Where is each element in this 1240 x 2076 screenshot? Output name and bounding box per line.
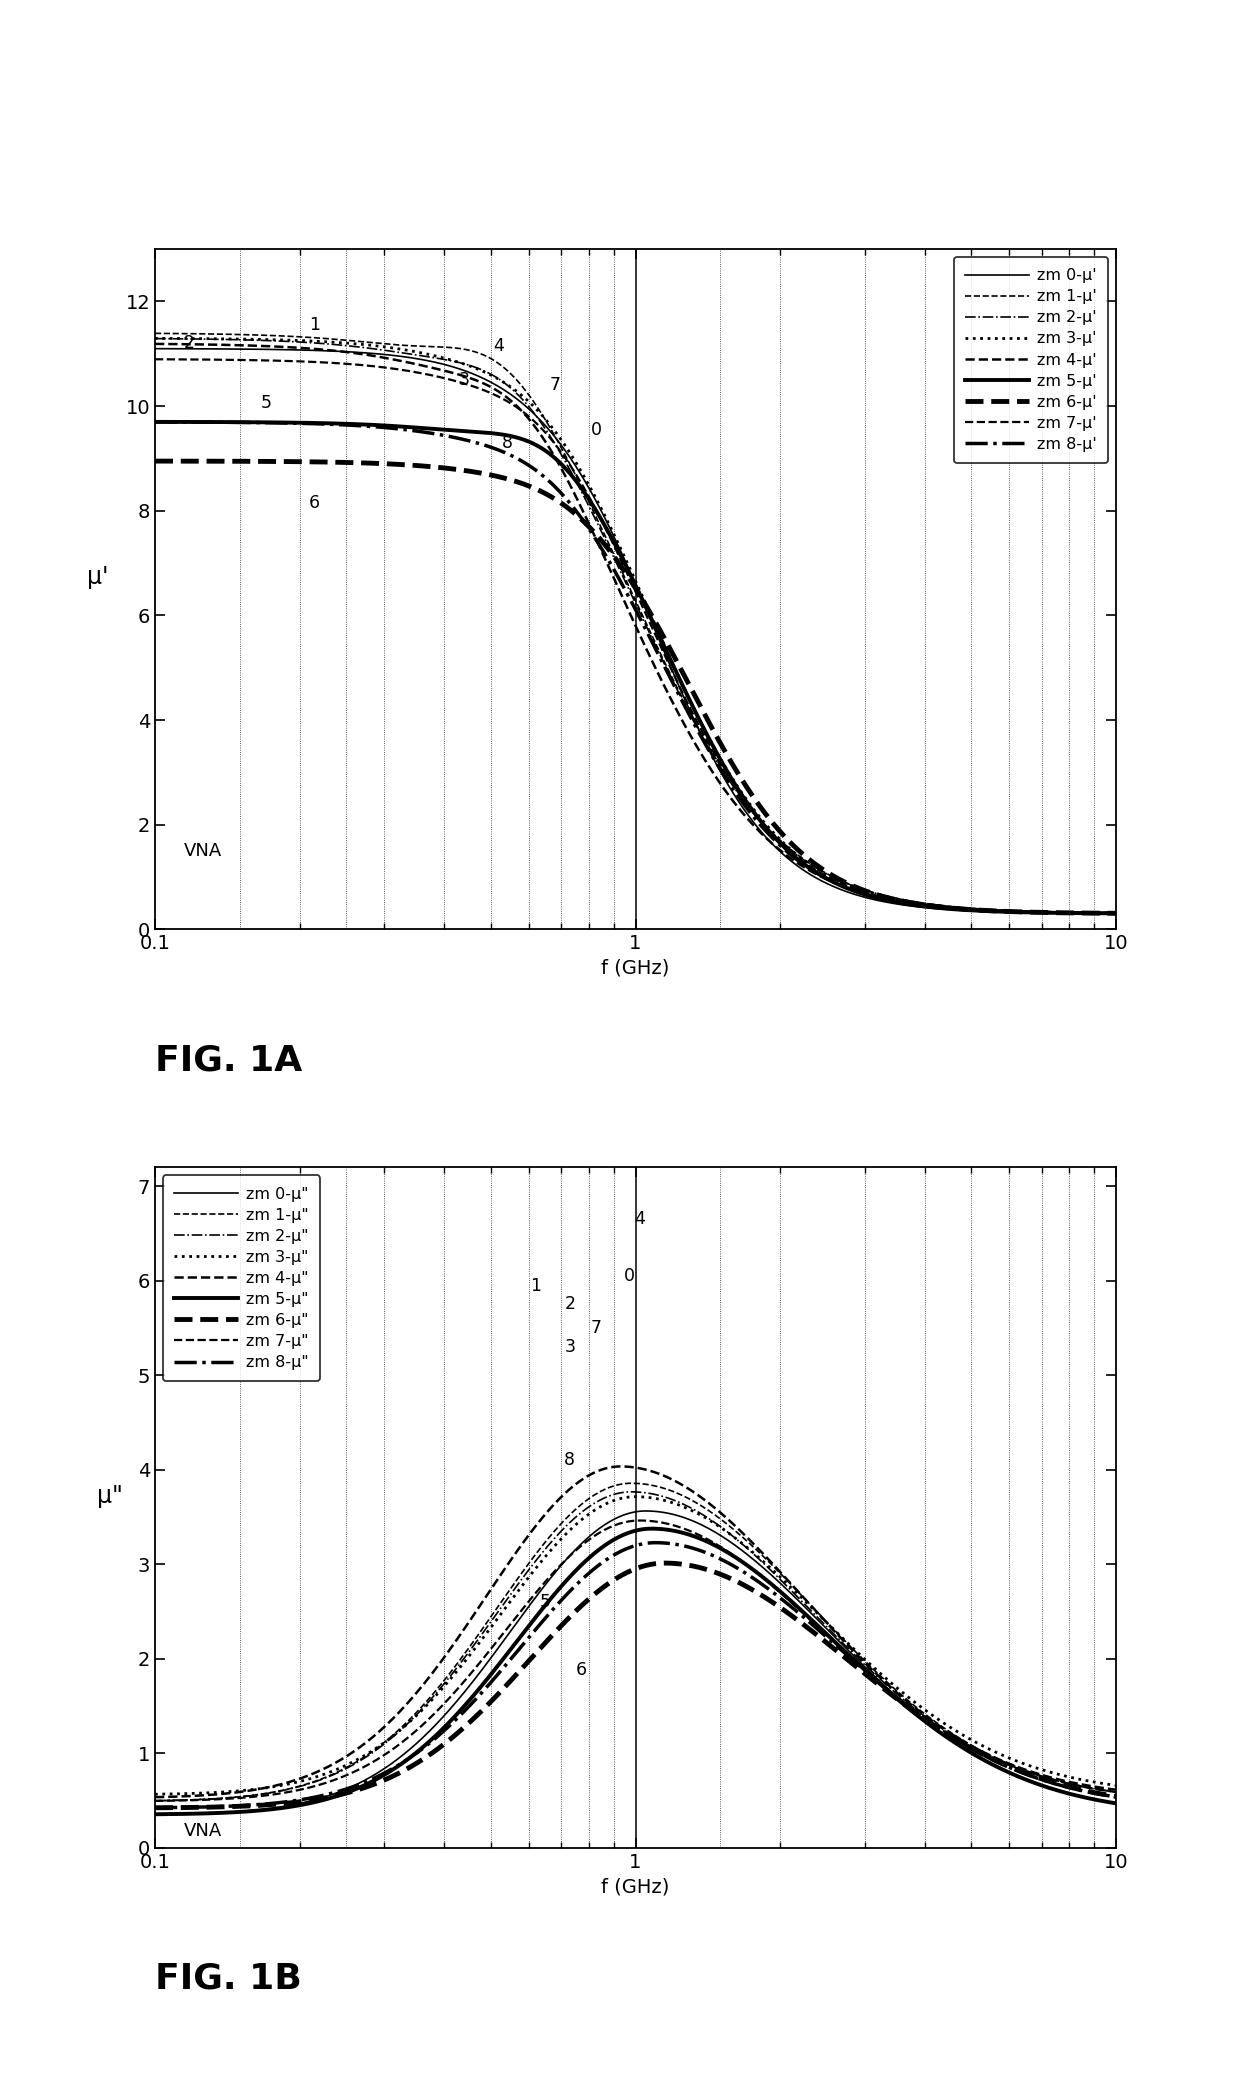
Text: 6: 6 [309, 494, 320, 513]
X-axis label: f (GHz): f (GHz) [601, 959, 670, 978]
Text: 4: 4 [634, 1210, 645, 1229]
Text: 0: 0 [591, 421, 603, 438]
Y-axis label: μ': μ' [87, 565, 108, 590]
Text: 1: 1 [309, 316, 320, 334]
Text: 0: 0 [624, 1266, 635, 1285]
Text: 6: 6 [575, 1661, 587, 1679]
Legend: zm 0-μ", zm 1-μ", zm 2-μ", zm 3-μ", zm 4-μ", zm 5-μ", zm 6-μ", zm 7-μ", zm 8-μ": zm 0-μ", zm 1-μ", zm 2-μ", zm 3-μ", zm 4… [162, 1175, 320, 1381]
Y-axis label: μ": μ" [97, 1484, 123, 1507]
Text: 8: 8 [501, 434, 512, 453]
Text: 2: 2 [184, 334, 195, 353]
Text: VNA: VNA [185, 1823, 222, 1839]
Text: 7: 7 [549, 376, 560, 394]
Text: 4: 4 [494, 336, 505, 355]
Legend: zm 0-μ', zm 1-μ', zm 2-μ', zm 3-μ', zm 4-μ', zm 5-μ', zm 6-μ', zm 7-μ', zm 8-μ': zm 0-μ', zm 1-μ', zm 2-μ', zm 3-μ', zm 4… [954, 257, 1109, 463]
Text: 5: 5 [541, 1592, 551, 1611]
Text: 3: 3 [564, 1337, 575, 1356]
Text: 2: 2 [564, 1295, 575, 1314]
Text: 5: 5 [260, 394, 272, 413]
Text: FIG. 1B: FIG. 1B [155, 1962, 301, 1995]
Text: 7: 7 [591, 1318, 603, 1337]
Text: 3: 3 [459, 372, 470, 388]
Text: 8: 8 [564, 1451, 575, 1470]
X-axis label: f (GHz): f (GHz) [601, 1877, 670, 1895]
Text: FIG. 1A: FIG. 1A [155, 1044, 303, 1077]
Text: 1: 1 [531, 1277, 541, 1295]
Text: VNA: VNA [185, 843, 222, 859]
